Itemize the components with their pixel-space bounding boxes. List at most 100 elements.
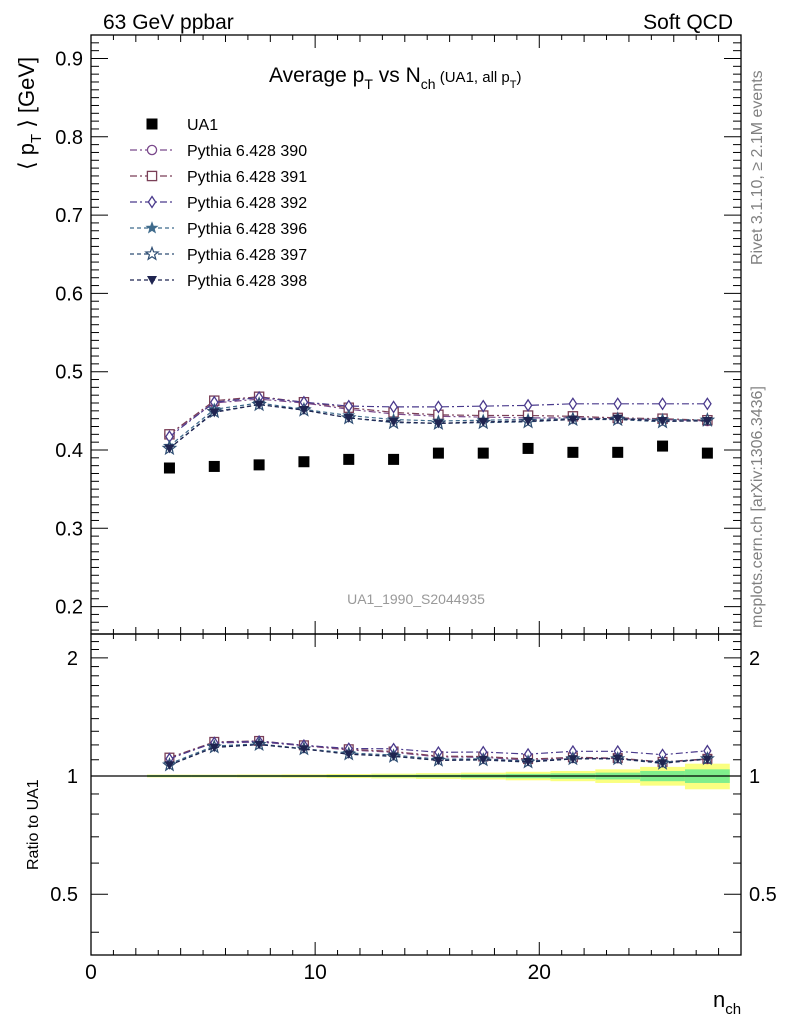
data-point xyxy=(164,444,175,454)
x-tick-label: 20 xyxy=(528,961,551,984)
rivet-label: Rivet 3.1.10, ≥ 2.1M events xyxy=(749,70,766,265)
axes: 0 10 20 0.2 0.3 0.4 0.5 0.6 0.7 0.8 0.9 0.5 0.5 1 1 2 2 xyxy=(50,34,777,984)
data-point xyxy=(432,447,444,459)
data-point xyxy=(478,417,489,427)
x-tick-label: 0 xyxy=(85,961,97,984)
legend-item: Pythia 6.428 391 xyxy=(130,169,307,186)
ratio-y-axis-label: Ratio to UA1 xyxy=(25,779,42,870)
data-point xyxy=(701,447,713,459)
data-point xyxy=(612,446,624,458)
header-right: Soft QCD xyxy=(643,11,733,34)
data-point xyxy=(702,417,713,427)
data-point xyxy=(523,757,533,767)
data-point xyxy=(613,397,623,411)
legend-label: Pythia 6.428 396 xyxy=(187,221,307,238)
ratio-y-tick-label: 2 xyxy=(67,648,78,670)
ratio-y-tick-label-right: 0.5 xyxy=(749,884,777,906)
series-ua1-data xyxy=(163,440,713,474)
legend-label: Pythia 6.428 391 xyxy=(187,169,307,186)
y-tick-label: 0.8 xyxy=(55,127,83,149)
data-point xyxy=(298,456,310,468)
data-point xyxy=(478,399,488,413)
data-point xyxy=(703,397,712,411)
legend-item: UA1 xyxy=(146,117,218,134)
data-point xyxy=(344,750,354,759)
data-point xyxy=(254,400,265,410)
y-tick-label: 0.9 xyxy=(55,48,83,70)
legend-label: Pythia 6.428 398 xyxy=(187,273,307,290)
chart-title: Average pT vs Nch (UA1, all pT) xyxy=(269,64,522,92)
data-point xyxy=(433,419,444,429)
y-tick-label: 0.4 xyxy=(55,440,83,462)
data-point xyxy=(523,398,533,413)
y-axis-label: ⟨ pT ⟩ [GeV] xyxy=(14,57,45,170)
data-point xyxy=(163,462,175,474)
y-tick-label: 0.7 xyxy=(55,205,83,227)
data-point xyxy=(568,755,578,764)
data-point xyxy=(253,459,265,471)
mcplots-label: mcplots.cern.ch [arXiv:1306.3436] xyxy=(749,386,766,628)
legend-marker xyxy=(146,144,158,156)
legend-item: Pythia 6.428 398 xyxy=(130,273,307,290)
data-point xyxy=(478,755,488,765)
data-point xyxy=(208,460,220,472)
data-point xyxy=(657,417,668,427)
legend-item: Pythia 6.428 390 xyxy=(130,143,307,160)
series-layer xyxy=(161,390,716,772)
data-point xyxy=(522,442,534,454)
x-tick-label: 10 xyxy=(303,961,326,984)
data-point xyxy=(658,397,667,411)
data-point xyxy=(612,414,623,424)
y-tick-label: 0.6 xyxy=(55,283,83,305)
data-point xyxy=(523,417,534,427)
data-point xyxy=(657,759,668,768)
data-point xyxy=(254,740,264,750)
data-point xyxy=(477,447,489,459)
data-point xyxy=(389,400,398,414)
legend-label: Pythia 6.428 397 xyxy=(187,247,307,264)
data-point xyxy=(702,755,713,764)
data-point xyxy=(343,453,355,465)
y-tick-label: 0.2 xyxy=(55,597,83,619)
ratio-y-tick-label-right: 1 xyxy=(749,766,760,788)
data-point xyxy=(164,761,175,770)
data-point xyxy=(433,756,444,766)
data-point xyxy=(209,408,220,418)
legend-item: Pythia 6.428 397 xyxy=(130,245,307,264)
data-point xyxy=(209,743,220,753)
legend-label: UA1 xyxy=(187,117,218,134)
y-tick-label: 0.3 xyxy=(55,518,83,540)
data-point xyxy=(657,440,669,452)
series-pythia-6-428-398 xyxy=(164,400,713,770)
data-point xyxy=(299,745,309,754)
analysis-watermark: UA1_1990_S2044935 xyxy=(347,591,485,607)
x-axis-label: nch xyxy=(713,987,741,1018)
data-point xyxy=(567,446,579,458)
data-point xyxy=(298,406,309,416)
legend-label: Pythia 6.428 390 xyxy=(187,143,307,160)
legend-label: Pythia 6.428 392 xyxy=(187,195,307,212)
legend-marker xyxy=(147,195,157,209)
data-point xyxy=(567,415,578,425)
data-point xyxy=(612,754,623,764)
legend-marker xyxy=(146,170,158,182)
legend-marker xyxy=(144,245,160,261)
data-point xyxy=(388,417,399,427)
legend-marker xyxy=(147,276,157,285)
ratio-y-tick-label: 0.5 xyxy=(50,884,78,906)
data-point xyxy=(434,400,443,414)
header-left: 63 GeV ppbar xyxy=(103,11,234,34)
y-tick-label: 0.5 xyxy=(55,362,83,384)
data-point xyxy=(388,453,400,465)
legend-item: Pythia 6.428 392 xyxy=(130,195,307,212)
data-point xyxy=(343,413,354,423)
data-point xyxy=(388,752,399,761)
legend-marker xyxy=(145,221,159,234)
ratio-uncertainty-bands xyxy=(91,763,741,790)
legend: UA1 Pythia 6.428 390 Pythia 6.428 391 Pythi… xyxy=(130,117,307,290)
data-point xyxy=(568,397,578,411)
legend-item: Pythia 6.428 396 xyxy=(130,221,307,238)
ratio-y-tick-label-right: 2 xyxy=(749,648,760,670)
ratio-y-tick-label: 1 xyxy=(67,766,78,788)
